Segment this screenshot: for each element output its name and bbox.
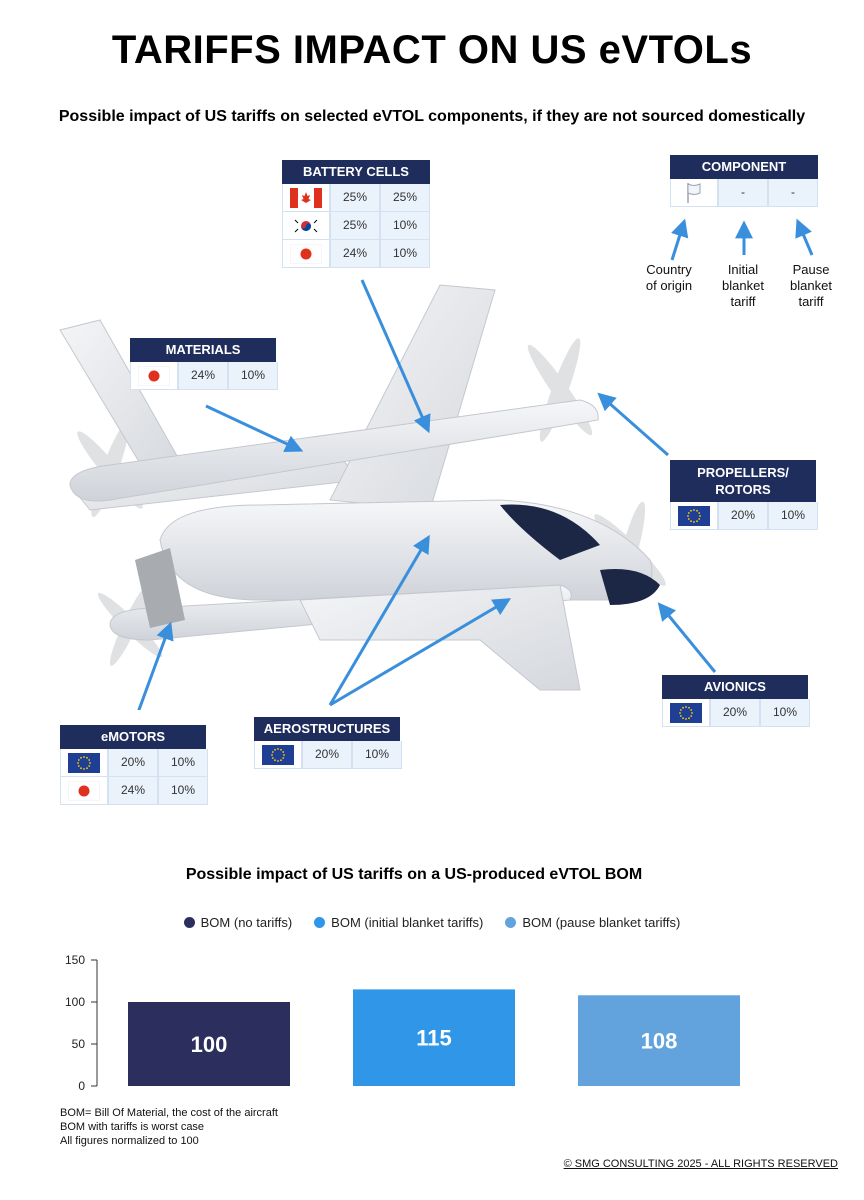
japan-flag-icon — [138, 365, 170, 386]
avionics-row: 20% 10% — [662, 699, 810, 727]
bar-1 — [128, 1002, 290, 1086]
white-flag-icon — [687, 182, 701, 203]
emotors-pause-tariff-cell: 10% — [158, 777, 208, 805]
avionics-header: AVIONICS — [662, 675, 808, 699]
emotors-box: eMOTORS 20% 10% 24% 10% — [60, 725, 208, 805]
eu-flag-icon — [678, 505, 710, 526]
battery-initial-tariff-cell: 25% — [330, 212, 380, 240]
legend-item-no-tariffs: BOM (no tariffs) — [183, 915, 293, 930]
footnote-3: All figures normalized to 100 — [60, 1135, 199, 1147]
materials-box: MATERIALS 24% 10% — [130, 338, 278, 390]
footnote-2: BOM with tariffs is worst case — [60, 1121, 205, 1133]
materials-row: 24% 10% — [130, 362, 278, 390]
materials-country-cell — [130, 362, 178, 390]
aerostructures-row: 20% 10% — [254, 741, 402, 769]
aerostructures-pause-tariff-cell: 10% — [352, 741, 402, 769]
emotors-row: 20% 10% — [60, 749, 208, 777]
battery-country-cell — [282, 240, 330, 268]
emotors-initial-tariff-cell: 20% — [108, 749, 158, 777]
battery-pause-tariff-cell: 10% — [380, 240, 430, 268]
battery-pause-tariff-cell: 10% — [380, 212, 430, 240]
emotors-pause-tariff-cell: 10% — [158, 749, 208, 777]
legend-initial-cell: - — [718, 179, 768, 207]
legend-label-pause-tariffs: BOM (pause blanket tariffs) — [522, 915, 681, 930]
evtol-illustration — [59, 218, 814, 710]
materials-initial-tariff-cell: 24% — [178, 362, 228, 390]
legend-item-pause-tariffs: BOM (pause blanket tariffs) — [505, 915, 680, 930]
eu-flag-icon — [68, 752, 100, 773]
battery-row: 24% 10% — [282, 240, 430, 268]
propellers-country-cell — [670, 502, 718, 530]
aerostructures-initial-tariff-cell: 20% — [302, 741, 352, 769]
bar-value-label-3: 108 — [641, 1029, 678, 1054]
propellers-header: PROPELLERS/ ROTORS — [670, 460, 816, 502]
bar-3 — [578, 995, 740, 1086]
chart-legend: BOM (no tariffs) BOM (initial blanket ta… — [0, 915, 864, 930]
propellers-row: 20% 10% — [670, 502, 818, 530]
emotors-row: 24% 10% — [60, 777, 208, 805]
eu-flag-icon — [262, 744, 294, 765]
bom-bar-chart: 0 50 100 150 100 115 108 — [65, 953, 740, 1093]
y-tick-label: 100 — [65, 995, 85, 1009]
legend-label-no-tariffs: BOM (no tariffs) — [200, 915, 293, 930]
japan-flag-icon — [290, 243, 322, 264]
bar-2 — [353, 989, 515, 1086]
avionics-box: AVIONICS 20% 10% — [662, 675, 810, 727]
materials-pause-tariff-cell: 10% — [228, 362, 278, 390]
japan-flag-icon — [68, 780, 100, 801]
south-korea-flag-icon — [290, 215, 322, 236]
copyright: © SMG CONSULTING 2025 - ALL RIGHTS RESER… — [563, 1158, 838, 1170]
aerostructures-header: AEROSTRUCTURES — [254, 717, 400, 741]
battery-initial-tariff-cell: 25% — [330, 184, 380, 212]
component-legend-box: COMPONENT - - — [670, 155, 818, 207]
page-subtitle: Possible impact of US tariffs on selecte… — [58, 108, 806, 125]
y-tick-label: 150 — [65, 953, 85, 967]
y-tick-label: 50 — [72, 1037, 86, 1051]
battery-cells-box: BATTERY CELLS 25% 25% 25% 10% 24% 10% — [282, 160, 430, 268]
footnote-1: BOM= Bill Of Material, the cost of the a… — [60, 1107, 278, 1119]
battery-pause-tariff-cell: 25% — [380, 184, 430, 212]
legend-pause-cell: - — [768, 179, 818, 207]
bar-value-label-2: 115 — [416, 1026, 452, 1051]
legend-dot-initial-tariffs — [314, 917, 326, 928]
emotors-country-cell — [60, 749, 108, 777]
avionics-country-cell — [662, 699, 710, 727]
battery-row: 25% 10% — [282, 212, 430, 240]
label-pause-blanket-tariff: Pause blanket tariff — [790, 262, 832, 309]
legend-dot-no-tariffs — [183, 917, 195, 928]
y-tick-label: 0 — [78, 1079, 85, 1093]
legend-label-initial-tariffs: BOM (initial blanket tariffs) — [331, 915, 484, 930]
battery-country-cell — [282, 212, 330, 240]
aerostructures-box: AEROSTRUCTURES 20% 10% — [254, 717, 402, 769]
footnotes: BOM= Bill Of Material, the cost of the a… — [60, 1106, 278, 1148]
chart-title: Possible impact of US tariffs on a US-pr… — [185, 866, 643, 883]
country-of-origin-cell — [670, 179, 718, 207]
component-legend-header: COMPONENT — [670, 155, 818, 179]
bar-value-label-1: 100 — [191, 1032, 228, 1057]
propellers-pause-tariff-cell: 10% — [768, 502, 818, 530]
legend-item-initial-tariffs: BOM (initial blanket tariffs) — [314, 915, 483, 930]
avionics-pause-tariff-cell: 10% — [760, 699, 810, 727]
emotors-initial-tariff-cell: 24% — [108, 777, 158, 805]
propellers-initial-tariff-cell: 20% — [718, 502, 768, 530]
battery-initial-tariff-cell: 24% — [330, 240, 380, 268]
battery-header: BATTERY CELLS — [282, 160, 430, 184]
legend-dot-pause-tariffs — [505, 917, 517, 928]
page-title: TARIFFS IMPACT ON US eVTOLs — [111, 28, 753, 72]
eu-flag-icon — [670, 702, 702, 723]
aerostructures-country-cell — [254, 741, 302, 769]
battery-country-cell — [282, 184, 330, 212]
label-initial-blanket-tariff: Initial blanket tariff — [722, 262, 764, 309]
canada-flag-icon — [290, 187, 322, 208]
propellers-rotors-box: PROPELLERS/ ROTORS 20% 10% — [670, 460, 818, 530]
avionics-initial-tariff-cell: 20% — [710, 699, 760, 727]
emotors-header: eMOTORS — [60, 725, 206, 749]
materials-header: MATERIALS — [130, 338, 276, 362]
battery-row: 25% 25% — [282, 184, 430, 212]
emotors-country-cell — [60, 777, 108, 805]
label-country-of-origin: Country of origin — [645, 262, 693, 293]
